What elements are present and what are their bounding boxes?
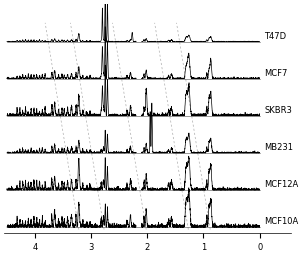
Text: MCF12A: MCF12A (264, 180, 298, 189)
Text: MCF10A: MCF10A (264, 217, 298, 226)
Text: MCF7: MCF7 (264, 69, 287, 78)
Text: T47D: T47D (264, 32, 286, 41)
Text: MB231: MB231 (264, 143, 293, 152)
Text: SKBR3: SKBR3 (264, 106, 292, 115)
